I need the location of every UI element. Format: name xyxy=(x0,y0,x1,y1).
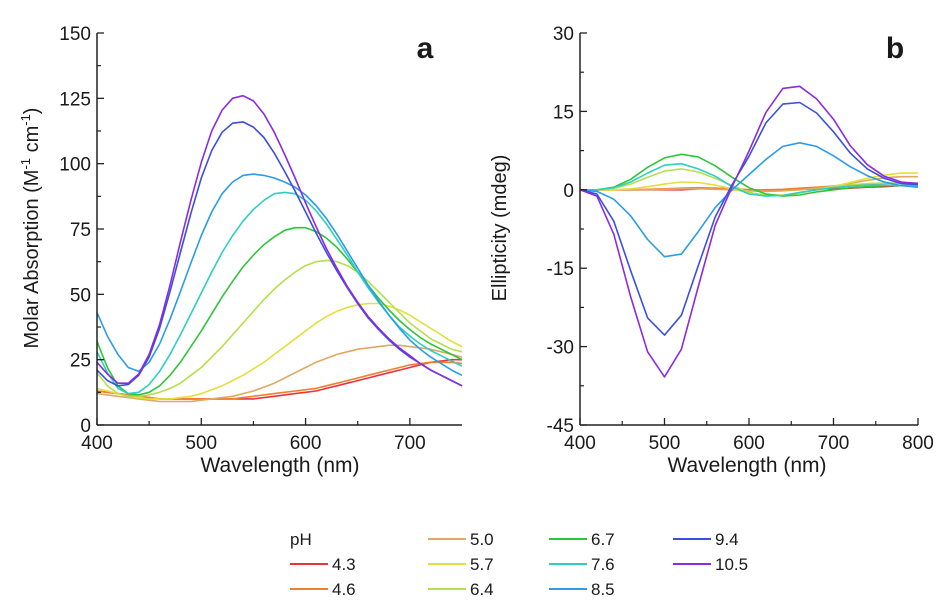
legend-title: pH xyxy=(290,530,312,549)
panel-b-series-line-ph-6.7 xyxy=(580,153,918,197)
panel-a-y-tick-label: 100 xyxy=(59,155,91,176)
legend-label-ph-7.6: 7.6 xyxy=(591,555,615,574)
panel-a-y-tick-label: 125 xyxy=(59,89,91,110)
legend-label-ph-5.7: 5.7 xyxy=(470,555,494,574)
panel-b-y-tick-label: 0 xyxy=(563,181,574,202)
panel-a-x-tick-label: 600 xyxy=(290,433,322,454)
panel-b-y-tick-label: 30 xyxy=(553,24,574,45)
panel-a-y-label-exponent-2: -1 xyxy=(18,114,33,126)
legend-label-ph-4.6: 4.6 xyxy=(332,580,356,599)
panel-a-y-tick-label: 0 xyxy=(80,416,91,437)
panel-b-y-tick-label: -45 xyxy=(547,416,574,437)
panel-b-label: b xyxy=(886,32,904,65)
legend-label-ph-9.4: 9.4 xyxy=(715,530,739,549)
panel-b-x-axis-label: Wavelength (nm) xyxy=(667,454,826,477)
panel-b-x-tick-label: 600 xyxy=(733,433,765,454)
panel-a-y-tick-label: 50 xyxy=(70,285,91,306)
panel-a-y-label-part-3: ) xyxy=(21,108,43,115)
legend-label-ph-10.5: 10.5 xyxy=(715,555,748,574)
legend-label-ph-5.0: 5.0 xyxy=(470,530,494,549)
panel-b-y-tick-label: -15 xyxy=(547,259,574,280)
panel-a-y-axis-label: Molar Absorption (M-1 cm-1) xyxy=(18,108,43,349)
panel-a-y-label-part-1: Molar Absorption (M xyxy=(21,170,43,349)
panel-a-y-label-part-2: cm xyxy=(21,126,43,158)
panel-a-x-axis-label: Wavelength (nm) xyxy=(200,454,359,477)
panel-b-series-line-ph-8.5 xyxy=(579,142,919,258)
panel-b-ticks: 400 500 600 700 800 -45 -30 -15 0 15 30 xyxy=(547,24,934,454)
panel-a-y-label-exponent-1: -1 xyxy=(18,158,33,170)
panel-b-series xyxy=(579,85,919,378)
panel-a-series-line-ph-5.0 xyxy=(96,344,463,403)
panel-b-series-line-ph-7.6 xyxy=(580,162,918,197)
panel-b-series-line-ph-5.0 xyxy=(580,175,918,193)
panel-b-x-tick-label: 700 xyxy=(818,433,850,454)
legend-label-ph-8.5: 8.5 xyxy=(591,580,615,599)
panel-b: 400 500 600 700 800 -45 -30 -15 0 15 30 b Waveleng… xyxy=(489,24,934,477)
legend-label-ph-6.7: 6.7 xyxy=(591,530,615,549)
panel-b-series-line-ph-6.4 xyxy=(580,168,919,197)
panel-a-label: a xyxy=(417,32,434,65)
panel-a-series-line-ph-6.4 xyxy=(96,259,463,398)
panel-a-y-tick-label: 75 xyxy=(70,220,91,241)
panel-a-series-line-ph-6.7 xyxy=(96,226,463,396)
panel-a-series-line-ph-9.4 xyxy=(96,121,463,387)
panel-a-series-line-ph-7.6 xyxy=(96,191,463,395)
panel-a-x-tick-label: 700 xyxy=(394,433,426,454)
panel-a-ticks: 400 500 600 700 0 25 50 75 100 125 150 xyxy=(59,24,425,454)
panel-a-x-tick-label: 400 xyxy=(81,433,113,454)
panel-a-series-line-ph-8.5 xyxy=(96,173,463,377)
legend: pH 4.3 4.6 5.0 5.7 6.4 6.7 7.6 8.5 9.4 10.5 xyxy=(290,530,748,599)
panel-b-x-tick-label: 500 xyxy=(649,433,681,454)
panel-a: 400 500 600 700 0 25 50 75 100 125 150 a Wavelengt… xyxy=(18,24,463,477)
panel-a-y-tick-label: 150 xyxy=(59,24,91,45)
panel-a-series-line-ph-10.5 xyxy=(96,94,463,387)
panel-b-x-tick-label: 800 xyxy=(902,433,934,454)
panel-a-series-line-ph-5.7 xyxy=(96,302,463,400)
panel-b-y-axis-label: Ellipticity (mdeg) xyxy=(489,155,511,302)
panel-b-x-tick-label: 400 xyxy=(564,433,596,454)
panel-a-x-tick-label: 500 xyxy=(185,433,217,454)
panel-b-y-tick-label: 15 xyxy=(553,102,574,123)
legend-label-ph-4.3: 4.3 xyxy=(332,555,356,574)
legend-label-ph-6.4: 6.4 xyxy=(470,580,494,599)
panel-a-y-tick-label: 25 xyxy=(70,351,91,372)
panel-b-series-line-ph-9.4 xyxy=(579,101,919,336)
panel-b-series-line-ph-10.5 xyxy=(579,85,919,378)
panel-a-series xyxy=(96,94,463,403)
panel-b-y-tick-label: -30 xyxy=(547,338,574,359)
